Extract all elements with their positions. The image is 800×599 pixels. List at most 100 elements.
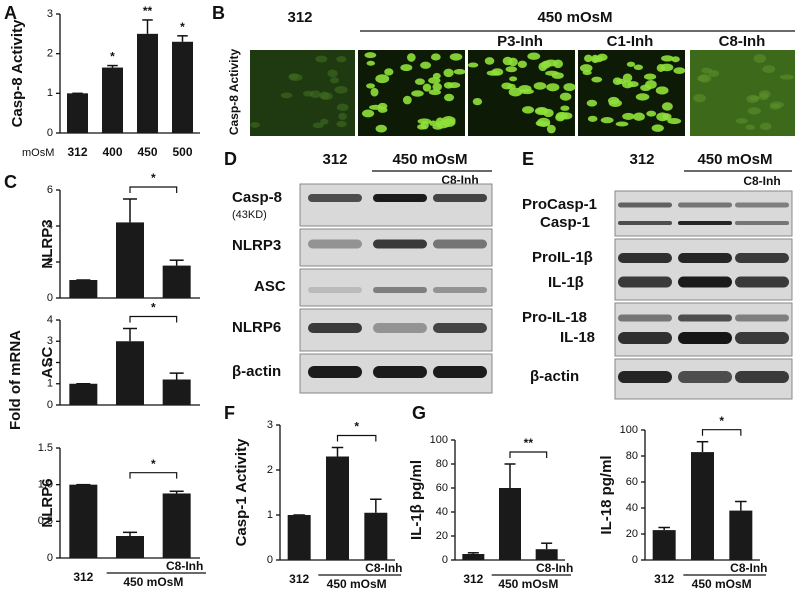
blot-label: ASC (254, 278, 286, 295)
y-tick-label: 0 (47, 127, 53, 139)
y-tick-label: 4 (47, 314, 53, 326)
cell (414, 78, 425, 85)
blot-frame (299, 268, 493, 307)
band (735, 371, 789, 383)
row-label: Casp-8 Activity (227, 49, 241, 136)
x-tick-label: 312 (289, 572, 309, 586)
cell (600, 117, 614, 124)
bracket (129, 315, 178, 323)
cell (667, 118, 682, 125)
cell (753, 53, 766, 63)
band (618, 276, 672, 288)
cell (312, 122, 324, 129)
cell (661, 102, 673, 111)
band (678, 253, 732, 263)
y-tick-label: 0 (47, 292, 53, 304)
band (433, 323, 487, 333)
y-tick-label: 0 (442, 554, 448, 566)
cell (655, 86, 669, 95)
label: 450 mOsM (537, 9, 612, 26)
y-tick-label: 1 (267, 509, 273, 521)
y-tick-label: 0 (267, 554, 273, 566)
bar (364, 512, 388, 560)
micrographs (250, 50, 795, 136)
cell (745, 124, 756, 130)
y-tick-label: 80 (436, 458, 448, 470)
x-tick-label: 312 (654, 572, 674, 586)
blot-label: NLRP3 (232, 237, 281, 254)
bracket (336, 434, 377, 442)
significance: * (719, 414, 724, 428)
cell (646, 110, 657, 117)
x-tick-label: 400 (102, 145, 122, 159)
panel-letter: A (4, 3, 17, 23)
bar (499, 488, 521, 560)
x-tick-label: 312 (67, 145, 87, 159)
band (678, 202, 732, 208)
bar (462, 554, 485, 560)
label: C1-Inh (607, 33, 654, 50)
cell (591, 76, 603, 83)
cell (673, 67, 686, 74)
cell (527, 52, 541, 60)
cell (338, 112, 347, 120)
cell (315, 55, 328, 63)
cell (779, 74, 794, 80)
band (618, 202, 672, 208)
y-tick-label: 20 (626, 528, 638, 540)
cell (582, 70, 592, 76)
y-tick-label: 100 (620, 424, 638, 436)
cell (420, 61, 432, 69)
blot-label: IL-1β (548, 274, 584, 291)
blot-frame (614, 238, 793, 301)
label: 450 mOsM (697, 151, 772, 168)
cell (635, 93, 650, 101)
western-blots (299, 183, 793, 400)
y-axis-label: Casp-1 Activity (233, 438, 250, 546)
cell (432, 82, 442, 91)
y-axis-label: NLRP6 (39, 478, 56, 527)
x-tick-label: 312 (463, 572, 483, 586)
bar (67, 93, 88, 133)
cell (400, 64, 413, 72)
y-tick-label: 3 (267, 419, 273, 431)
band (373, 323, 427, 333)
cell (436, 120, 450, 129)
cell (484, 57, 495, 65)
y-axis-label: ASC (39, 346, 56, 378)
cell (747, 107, 761, 115)
cell (538, 62, 548, 72)
bar (102, 67, 123, 133)
y-tick-label: 2 (47, 48, 53, 60)
panel-letter: F (224, 403, 235, 423)
band (618, 371, 672, 383)
cell (660, 63, 674, 72)
cell (428, 77, 441, 84)
cell (330, 77, 339, 84)
label: P3-Inh (497, 33, 543, 50)
cell (622, 73, 633, 82)
cell (622, 112, 635, 120)
cell (430, 53, 441, 61)
cell (546, 124, 556, 134)
cell (608, 99, 622, 107)
bar (69, 280, 98, 298)
cell (615, 78, 626, 85)
cell (518, 85, 532, 93)
label: C8-Inh (719, 33, 766, 50)
cell (592, 55, 604, 63)
bar (326, 456, 349, 560)
cell (327, 69, 338, 78)
significance: * (354, 420, 359, 434)
band (678, 314, 732, 322)
cell (453, 68, 466, 75)
y-tick-label: 6 (47, 184, 53, 196)
cell (406, 53, 416, 62)
cell (555, 113, 566, 122)
significance: * (110, 50, 115, 64)
bracket (509, 451, 548, 458)
cell (661, 55, 674, 62)
cell (559, 92, 572, 101)
